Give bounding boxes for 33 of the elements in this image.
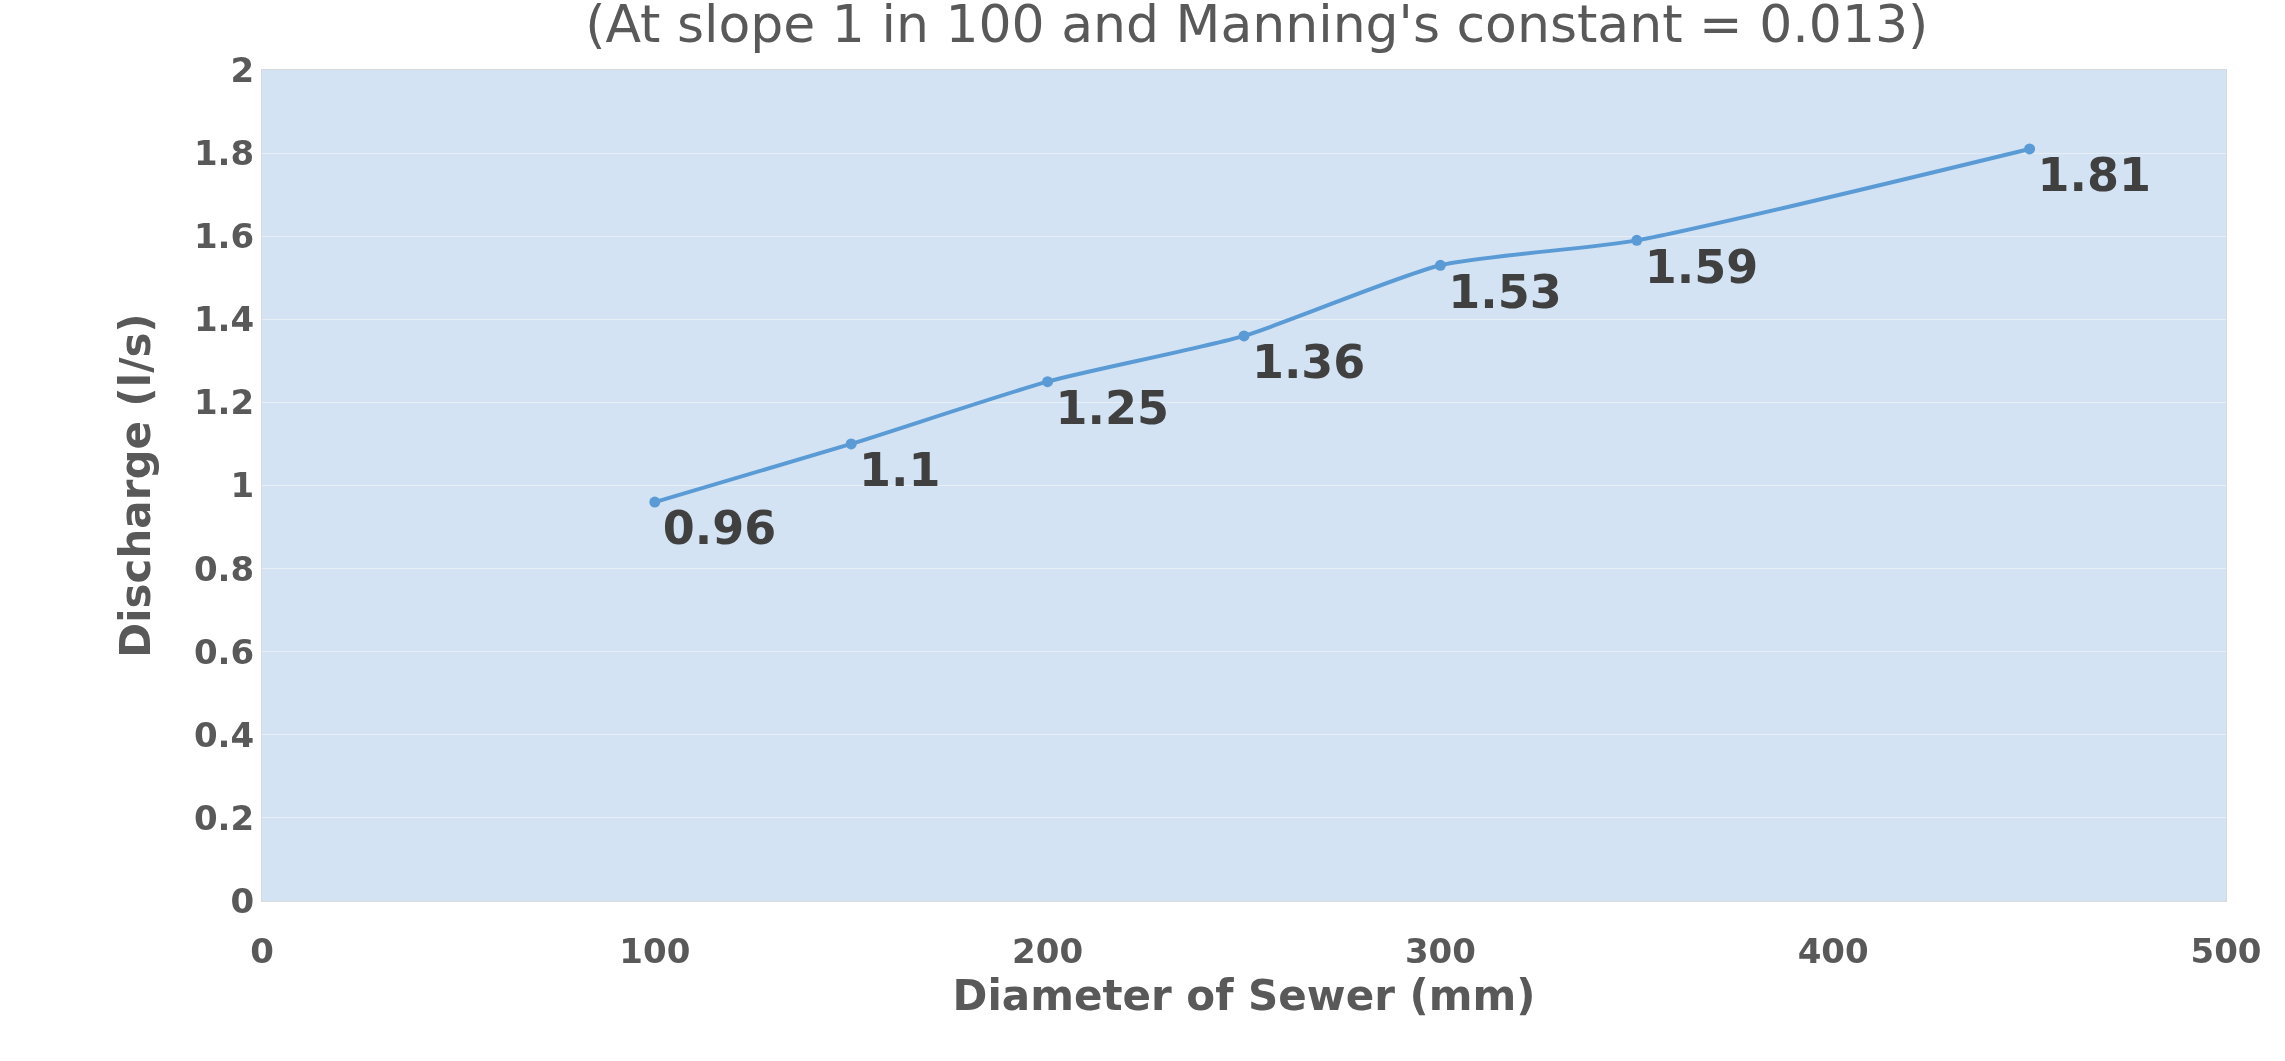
y-tick-label: 1 — [230, 465, 255, 506]
data-label: 1.1 — [859, 443, 941, 498]
x-axis-title: Diameter of Sewer (mm) — [952, 970, 1536, 1020]
chart-title: (At slope 1 in 100 and Manning's constant = 0.013) — [585, 0, 1929, 54]
x-tick-label: 400 — [1797, 930, 1869, 971]
x-tick-label: 200 — [1012, 930, 1084, 971]
x-tick-label: 300 — [1404, 930, 1476, 971]
y-tick-label: 1.8 — [193, 133, 255, 173]
data-label: 0.96 — [662, 501, 777, 556]
y-tick-label: 1.6 — [193, 216, 255, 257]
data-label: 1.81 — [2037, 148, 2151, 203]
x-tick-label: 100 — [619, 930, 691, 971]
point — [1434, 259, 1446, 271]
data-label: 1.59 — [1644, 239, 1759, 294]
y-tick-label: 1.2 — [193, 382, 255, 423]
y-tick-label: 0.4 — [193, 714, 255, 755]
y-axis-title: Discharge (l/s) — [110, 313, 160, 658]
point — [1238, 330, 1250, 342]
data-label: 1.25 — [1055, 381, 1169, 436]
point — [1631, 234, 1643, 246]
y-tick-label: 2 — [230, 49, 255, 90]
data-label: 1.36 — [1251, 335, 1366, 390]
y-tick-label: 0.8 — [193, 548, 255, 589]
y-tick-label: 1.4 — [193, 299, 255, 340]
x-tick-label: 500 — [2190, 930, 2262, 971]
point — [2024, 143, 2036, 155]
y-tick-label: 0.6 — [193, 631, 255, 672]
point — [1042, 376, 1054, 388]
y-tick-label: 0 — [230, 880, 255, 921]
y-tick-label: 0.2 — [193, 797, 255, 838]
data-label: 1.53 — [1448, 264, 1562, 319]
point — [845, 438, 857, 450]
point — [649, 496, 661, 508]
